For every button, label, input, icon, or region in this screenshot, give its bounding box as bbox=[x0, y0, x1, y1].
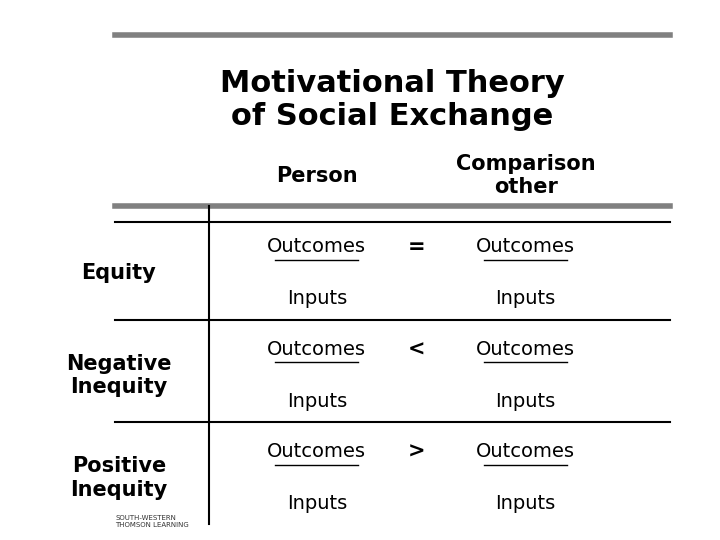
Text: Outcomes: Outcomes bbox=[476, 237, 575, 256]
Text: Negative
Inequity: Negative Inequity bbox=[66, 354, 171, 397]
Text: Outcomes: Outcomes bbox=[267, 442, 366, 462]
Text: Person: Person bbox=[276, 165, 358, 186]
Text: Positive
Inequity: Positive Inequity bbox=[70, 456, 168, 500]
Text: Inputs: Inputs bbox=[287, 289, 347, 308]
Text: =: = bbox=[408, 237, 425, 257]
Text: Outcomes: Outcomes bbox=[267, 340, 366, 359]
Text: Outcomes: Outcomes bbox=[476, 442, 575, 462]
Text: SOUTH-WESTERN
THOMSON LEARNING: SOUTH-WESTERN THOMSON LEARNING bbox=[115, 515, 189, 528]
Text: Outcomes: Outcomes bbox=[267, 237, 366, 256]
Text: Inputs: Inputs bbox=[495, 289, 556, 308]
Text: Inputs: Inputs bbox=[495, 392, 556, 411]
Text: Inputs: Inputs bbox=[287, 494, 347, 514]
Text: Comparison
other: Comparison other bbox=[456, 154, 595, 197]
Text: Motivational Theory
of Social Exchange: Motivational Theory of Social Exchange bbox=[220, 69, 564, 131]
Text: <: < bbox=[408, 339, 425, 360]
Text: Inputs: Inputs bbox=[287, 392, 347, 411]
Text: Equity: Equity bbox=[81, 262, 156, 283]
Text: Outcomes: Outcomes bbox=[476, 340, 575, 359]
Text: >: > bbox=[408, 442, 425, 462]
Text: Inputs: Inputs bbox=[495, 494, 556, 514]
